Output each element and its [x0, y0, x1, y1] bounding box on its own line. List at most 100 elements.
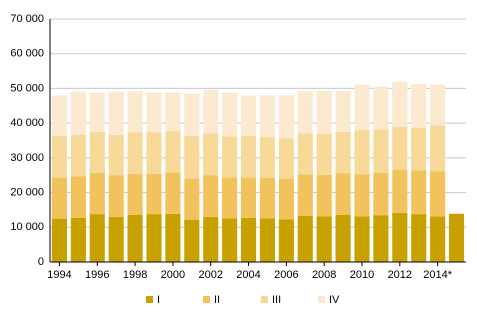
bar-segment — [392, 81, 408, 127]
bar-segment — [222, 177, 238, 219]
bar-segment — [108, 134, 124, 176]
bar-segment — [392, 126, 408, 171]
bar-segment — [354, 130, 370, 175]
bar-segment — [411, 214, 427, 262]
bar-segment — [240, 135, 257, 178]
bar-segment — [373, 129, 389, 173]
y-tick-label: 60 000 — [10, 48, 44, 60]
bar-segment — [203, 133, 219, 176]
bar-segment — [127, 214, 143, 262]
bar-segment — [165, 172, 181, 214]
x-tick-label: 2010 — [350, 269, 374, 281]
bar-segment — [259, 218, 276, 262]
bar-segment — [430, 125, 446, 172]
bar-segment — [278, 95, 294, 139]
x-tick-label: 1998 — [123, 269, 147, 281]
bar-segment — [430, 171, 446, 217]
bar-segment — [146, 92, 162, 133]
legend-label: III — [272, 294, 281, 306]
bar-segment — [278, 178, 294, 220]
y-tick-label: 30 000 — [10, 152, 44, 164]
bar-segment — [184, 135, 200, 179]
y-tick-label: 0 — [38, 256, 44, 268]
bar-segment — [203, 89, 219, 134]
bar-segment — [430, 84, 446, 126]
bar-segment — [240, 95, 257, 136]
legend-swatch — [203, 296, 210, 303]
bar-segment — [316, 174, 332, 217]
bar-segment — [316, 133, 332, 175]
bar-segment — [222, 218, 238, 262]
bar-segment — [373, 215, 389, 262]
x-tick-label: 2006 — [274, 269, 298, 281]
bar-segment — [335, 131, 351, 174]
bar-segment — [89, 92, 105, 132]
bar-segment — [297, 133, 313, 175]
bar-segment — [316, 90, 332, 134]
legend-label: II — [214, 294, 220, 306]
legend-swatch — [146, 296, 153, 303]
x-tick-label: 1996 — [85, 269, 109, 281]
bar-segment — [70, 134, 86, 177]
bar-segment — [127, 173, 143, 215]
x-tick-label: 2014* — [423, 269, 452, 281]
bar-segment — [240, 217, 257, 262]
bar-segment — [278, 138, 294, 179]
y-tick-label: 50 000 — [10, 82, 44, 94]
bar-segment — [278, 219, 294, 262]
bar-segment — [146, 173, 162, 215]
y-tick-label: 20 000 — [10, 186, 44, 198]
bar-segment — [430, 216, 446, 262]
bar-segment — [354, 174, 370, 217]
legend-swatch — [261, 296, 268, 303]
bar-segment — [51, 135, 68, 178]
legend-label: I — [157, 294, 160, 306]
bar-segment — [108, 216, 124, 262]
bar-segment — [127, 91, 143, 133]
bar-segment — [297, 91, 313, 134]
bar-segment — [297, 215, 313, 262]
bar-segment — [259, 177, 276, 219]
bar-segment — [448, 213, 465, 262]
bar-segment — [184, 93, 200, 136]
bar-segment — [411, 170, 427, 215]
bar-segment — [335, 173, 351, 215]
bar-segment — [354, 216, 370, 262]
bar-segment — [146, 132, 162, 174]
bar-segment — [392, 213, 408, 262]
bar-segment — [316, 216, 332, 262]
bar-segment — [70, 217, 86, 262]
bar-segment — [259, 137, 276, 178]
x-tick-label: 1994 — [47, 269, 71, 281]
bar-segment — [203, 175, 219, 217]
y-tick-label: 70 000 — [10, 13, 44, 25]
y-tick-label: 40 000 — [10, 117, 44, 129]
x-tick-label: 2000 — [161, 269, 185, 281]
bar-segment — [222, 136, 238, 178]
bar-segment — [297, 174, 313, 216]
bar-segment — [335, 214, 351, 262]
bar-segment — [146, 214, 162, 262]
legend-swatch — [318, 296, 325, 303]
y-tick-label: 10 000 — [10, 221, 44, 233]
x-tick-label: 2004 — [236, 269, 260, 281]
bar-segment — [222, 92, 238, 137]
bar-segment — [165, 92, 181, 132]
bar-segment — [259, 95, 276, 138]
bar-segment — [354, 84, 370, 131]
bar-segment — [127, 132, 143, 174]
bar-segment — [411, 127, 427, 171]
bar-segment — [240, 177, 257, 218]
x-tick-label: 2002 — [198, 269, 222, 281]
legend-label: IV — [329, 294, 340, 306]
bar-segment — [89, 172, 105, 215]
bar-segment — [70, 91, 86, 135]
bar-segment — [392, 170, 408, 214]
bar-segment — [165, 131, 181, 173]
bar-segment — [51, 177, 68, 219]
bar-segment — [51, 95, 68, 136]
bar-segment — [335, 90, 351, 132]
bar-segment — [89, 131, 105, 173]
bar-segment — [373, 86, 389, 130]
